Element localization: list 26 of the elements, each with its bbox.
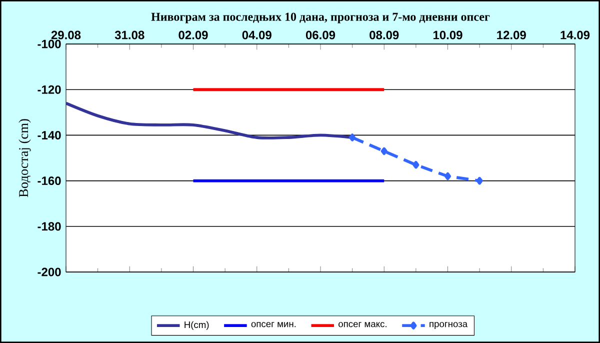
- y-tick-label: -100: [38, 40, 61, 48]
- x-tick-label: 29.08: [51, 30, 81, 40]
- x-tick-label: 06.09: [306, 30, 336, 40]
- point: [380, 147, 388, 156]
- legend-label: опсег макс.: [338, 322, 386, 328]
- x-tick-label: 08.09: [370, 30, 399, 40]
- chart-title: Нивограм за последњих 10 дана, прогноза и 7-мо дневни опсег: [151, 12, 490, 24]
- point: [444, 172, 452, 180]
- y-tick-label: -160: [38, 176, 61, 186]
- legend-label: опсег мин.: [251, 322, 296, 328]
- x-tick-label: 14.09: [560, 30, 590, 40]
- y-tick-label: -140: [38, 130, 61, 140]
- point: [349, 134, 356, 142]
- x-tick-label: 10.09: [433, 30, 462, 40]
- x-tick-label: 12.09: [497, 30, 526, 40]
- y-tick-label: -120: [38, 85, 61, 94]
- point: [412, 160, 420, 169]
- x-tick-label: 31.08: [114, 30, 144, 40]
- legend-label: H(cm): [184, 321, 209, 330]
- y-axis-title: Водостај (cm): [18, 119, 31, 198]
- x-tick-label: 02.09: [178, 30, 208, 40]
- legend-label: прогноза: [430, 322, 468, 330]
- point: [476, 176, 483, 185]
- y-tick-label: -180: [38, 222, 61, 231]
- x-tick-label: 04.09: [242, 30, 272, 40]
- y-tick-label: -200: [38, 268, 61, 276]
